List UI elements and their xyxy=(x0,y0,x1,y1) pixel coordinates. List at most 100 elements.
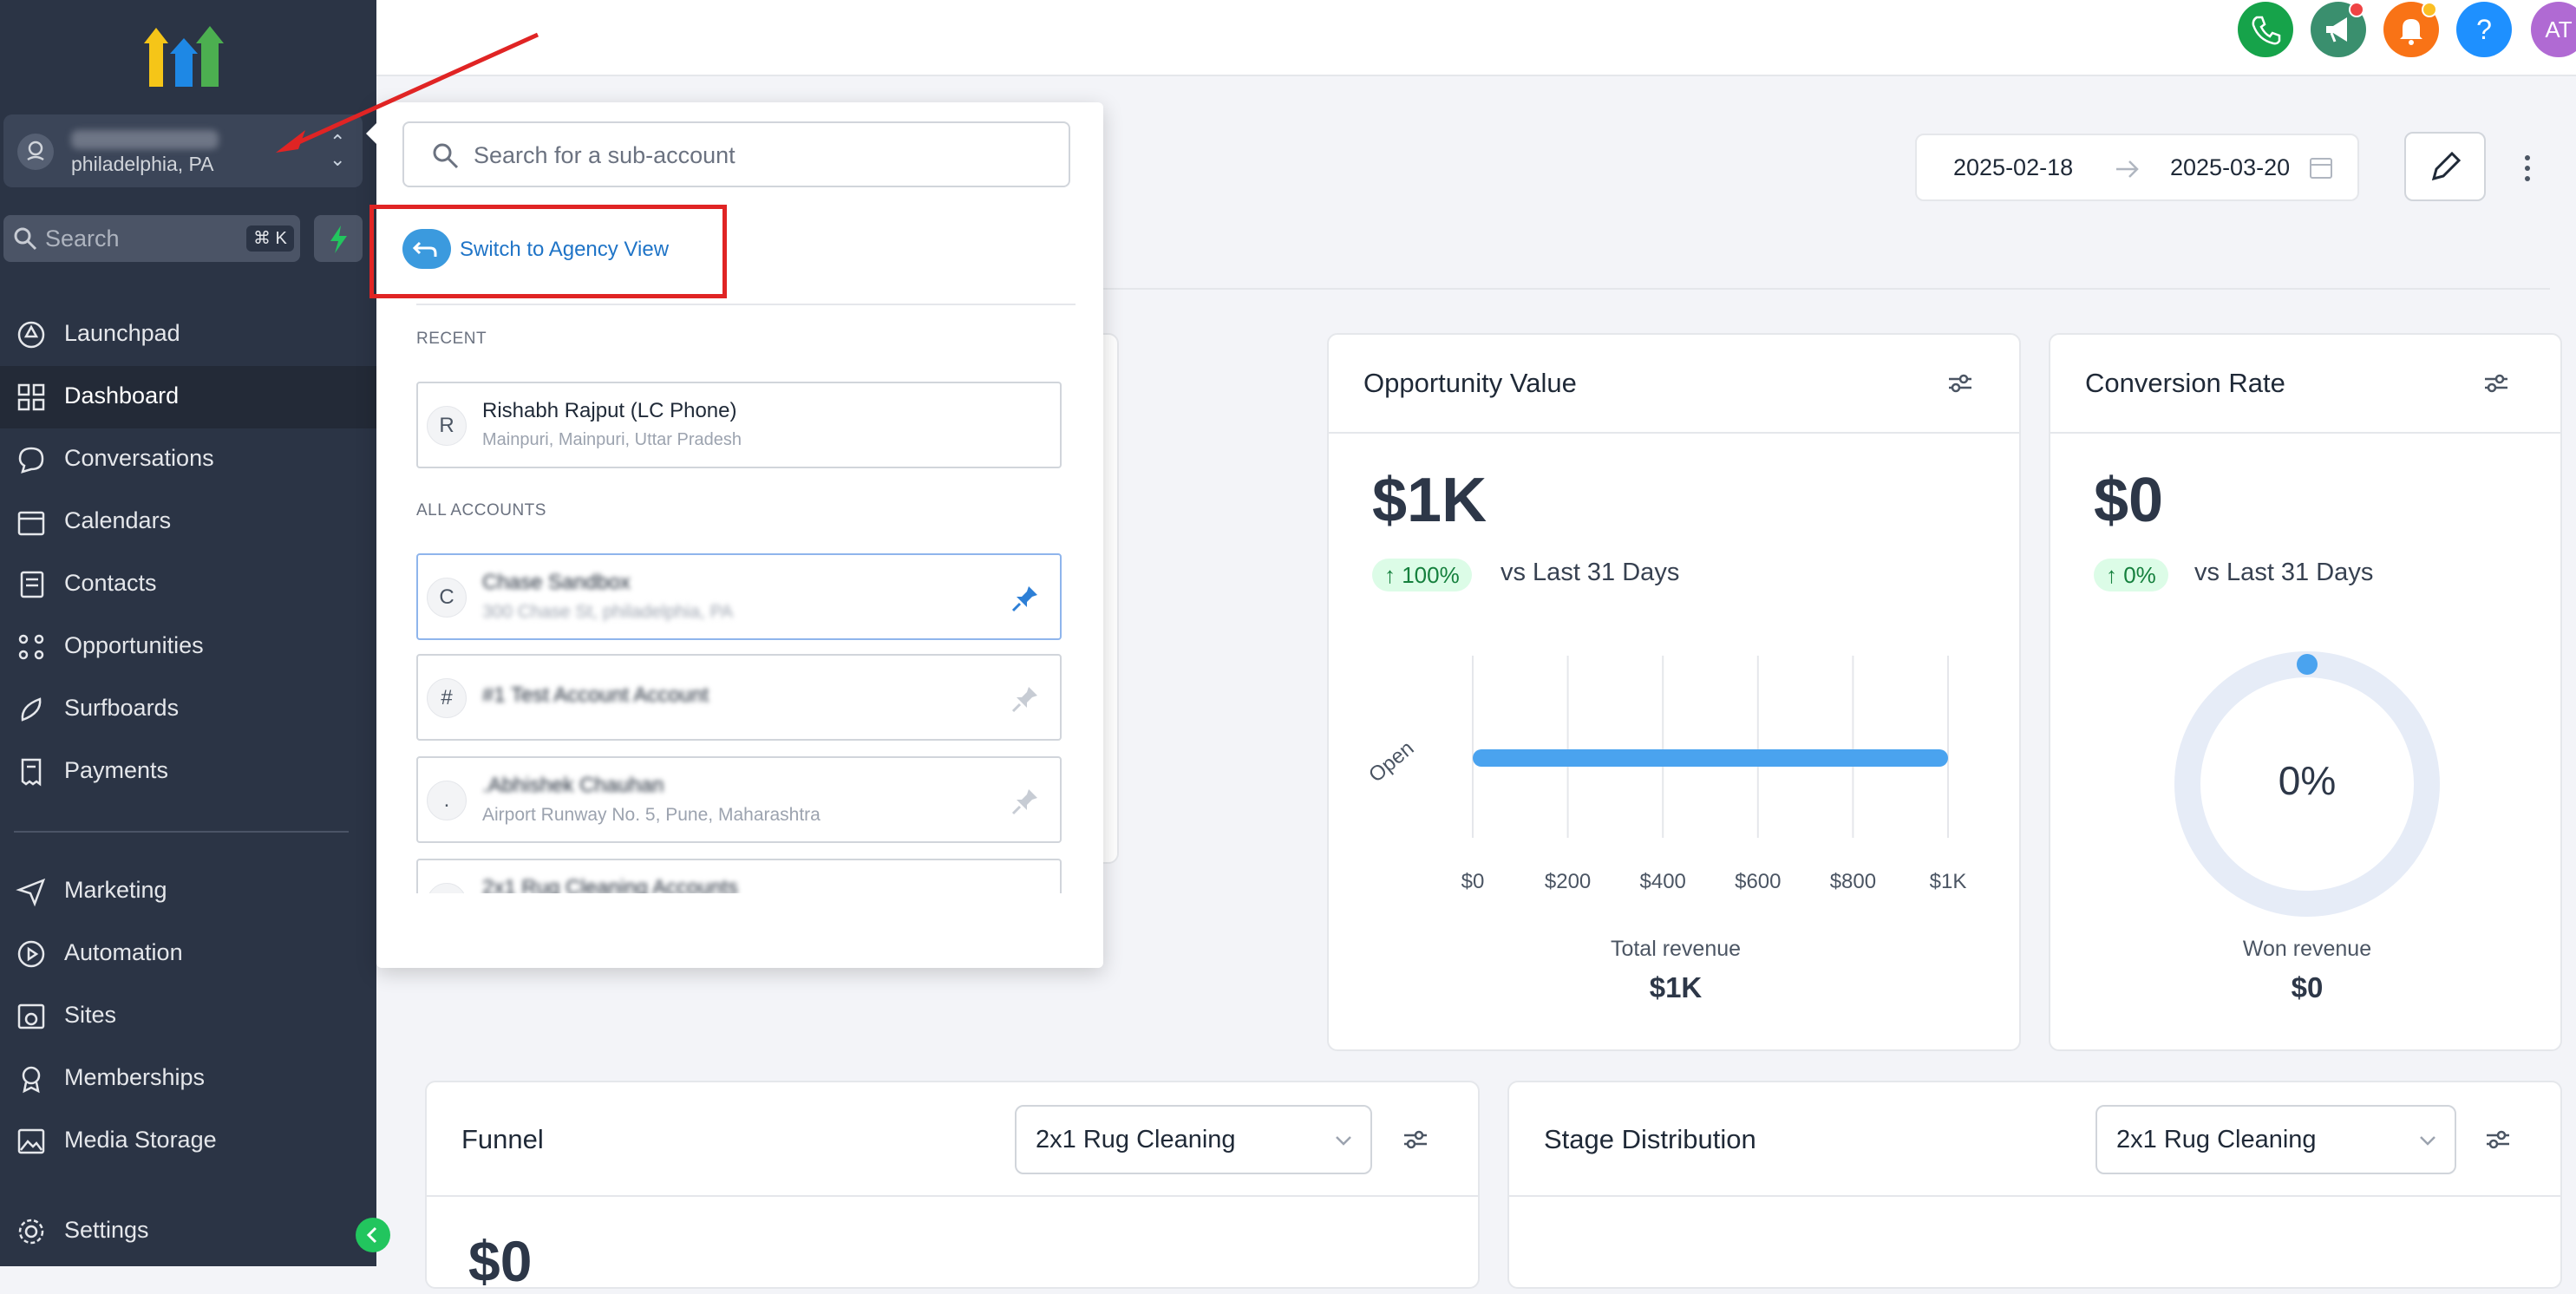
sidebar-item-calendars[interactable]: Calendars xyxy=(0,491,376,553)
sliders-icon[interactable] xyxy=(2482,369,2510,397)
sidebar-item-surfboards[interactable]: Surfboards xyxy=(0,678,376,741)
account-item[interactable]: # #1 Test Account Account xyxy=(416,654,1062,741)
sidebar-item-contacts[interactable]: Contacts xyxy=(0,553,376,616)
gauge-caption: Won revenue xyxy=(2242,937,2372,961)
y-category-label: Open xyxy=(1364,736,1418,787)
sidebar-item-dashboard[interactable]: Dashboard xyxy=(0,366,376,428)
nav-divider xyxy=(14,831,349,833)
change-badge: ↑ 100% xyxy=(1372,559,1472,591)
sidebar-item-automation[interactable]: Automation xyxy=(0,923,376,985)
account-location: philadelphia, PA xyxy=(71,153,214,175)
sidebar-item-launchpad[interactable]: Launchpad xyxy=(0,304,376,366)
sidebar-item-label: Sites xyxy=(64,1002,117,1028)
sidebar-item-payments[interactable]: Payments xyxy=(0,741,376,803)
date-end[interactable]: 2025-03-20 xyxy=(2170,154,2291,180)
chat-bubble-icon xyxy=(18,447,44,474)
unread-dot xyxy=(2349,2,2364,17)
sidebar-item-label: Marketing xyxy=(64,877,167,903)
send-icon xyxy=(16,878,46,907)
sub-account-popover: Search for a sub-account Switch to Agenc… xyxy=(366,102,1103,968)
sidebar-item-opportunities[interactable]: Opportunities xyxy=(0,616,376,678)
switch-agency-label: Switch to Agency View xyxy=(460,238,670,261)
account-item[interactable]: C Chase Sandbox 300 Chase St, philadelph… xyxy=(416,553,1062,640)
gauge-caption-value: $0 xyxy=(2291,971,2324,1003)
account-item[interactable]: . .Abhishek Chauhan Airport Runway No. 5… xyxy=(416,756,1062,843)
sidebar-item-marketing[interactable]: Marketing xyxy=(0,860,376,923)
x-tick-label: $400 xyxy=(1640,870,1686,893)
card-title: Opportunity Value xyxy=(1363,368,1577,398)
date-start[interactable]: 2025-02-18 xyxy=(1953,154,2074,180)
account-name: Chase Sandbox xyxy=(482,571,631,594)
stage-pipeline-select[interactable]: 2x1 Rug Cleaning xyxy=(2095,1105,2456,1174)
funnel-pipeline-select[interactable]: 2x1 Rug Cleaning xyxy=(1015,1105,1372,1174)
sidebar-item-sites[interactable]: Sites xyxy=(0,985,376,1048)
pin-icon[interactable] xyxy=(1008,581,1043,616)
notification-dot xyxy=(2422,2,2437,17)
search-icon xyxy=(14,227,37,251)
gear-icon xyxy=(18,1219,44,1245)
account-name: .Abhishek Chauhan xyxy=(482,774,664,797)
card-header-divider xyxy=(427,1195,1478,1197)
header-divider xyxy=(1102,288,2550,290)
arrow-right-icon xyxy=(2116,160,2139,178)
sidebar-item-settings[interactable]: Settings xyxy=(0,1200,376,1263)
recent-account-item[interactable]: R Rishabh Rajput (LC Phone) Mainpuri, Ma… xyxy=(416,382,1062,468)
sidebar-item-media-storage[interactable]: Media Storage xyxy=(0,1110,376,1173)
sub-account-search-placeholder: Search for a sub-account xyxy=(474,142,736,168)
account-address: Mainpuri, Mainpuri, Uttar Pradesh xyxy=(482,430,742,449)
sliders-icon[interactable] xyxy=(1946,369,1974,397)
bar-open xyxy=(1473,749,1948,767)
sidebar-item-label: Launchpad xyxy=(64,320,180,346)
collapse-sidebar-button[interactable] xyxy=(356,1218,390,1252)
chart-caption-value: $1K xyxy=(1649,971,1703,1003)
help-button[interactable]: ? xyxy=(2456,2,2512,57)
pin-icon[interactable] xyxy=(1008,682,1043,716)
play-circle-icon xyxy=(17,940,45,968)
sliders-icon[interactable] xyxy=(1402,1126,1429,1153)
sub-account-search-input[interactable]: Search for a sub-account xyxy=(402,121,1070,187)
pin-icon[interactable] xyxy=(1008,784,1043,819)
search-shortcut-badge: ⌘ K xyxy=(246,225,294,252)
sidebar-search-placeholder: Search xyxy=(45,225,120,252)
sidebar-item-label: Dashboard xyxy=(64,382,180,408)
account-initial: R xyxy=(427,406,467,446)
sidebar-item-label: Opportunities xyxy=(64,632,204,658)
chart-caption: Total revenue xyxy=(1610,937,1742,961)
brand-logo[interactable] xyxy=(144,17,224,88)
sidebar-search[interactable]: Search ⌘ K xyxy=(3,215,300,262)
sidebar-item-label: Surfboards xyxy=(64,695,180,721)
account-initial: 2 xyxy=(427,883,467,893)
edit-dashboard-button[interactable] xyxy=(2404,132,2486,201)
recent-section-label: RECENT xyxy=(416,330,487,348)
sidebar-item-label: Conversations xyxy=(64,445,214,471)
card-title: Stage Distribution xyxy=(1544,1124,1756,1154)
conversion-gauge: 0% xyxy=(2174,651,2440,917)
phone-icon xyxy=(2252,16,2281,45)
phone-button[interactable] xyxy=(2238,2,2293,57)
pipeline-select-value: 2x1 Rug Cleaning xyxy=(2116,1126,2317,1153)
announcements-button[interactable] xyxy=(2311,2,2366,57)
x-tick-label: $800 xyxy=(1830,870,1876,893)
date-range-picker[interactable]: 2025-02-18 2025-03-20 xyxy=(1915,134,2359,201)
funnel-card: Funnel 2x1 Rug Cleaning $0 xyxy=(425,1081,1480,1293)
sidebar-item-conversations[interactable]: Conversations xyxy=(0,428,376,491)
account-address: 300 Chase St, philadelphia, PA xyxy=(482,602,734,622)
sidebar-item-label: Settings xyxy=(64,1217,149,1243)
user-avatar[interactable]: AT xyxy=(2531,2,2576,57)
chevron-left-icon xyxy=(366,1226,377,1244)
account-switcher[interactable]: philadelphia, PA ⌃ ⌄ xyxy=(3,114,363,187)
receipt-icon xyxy=(21,758,42,787)
grid-icon xyxy=(17,383,45,411)
notifications-button[interactable] xyxy=(2383,2,2439,57)
sidebar-item-label: Memberships xyxy=(64,1064,206,1090)
pipeline-icon xyxy=(18,634,44,660)
account-item[interactable]: 2 2x1 Rug Cleaning Accounts xyxy=(416,859,1062,893)
more-options-icon[interactable] xyxy=(2519,153,2536,184)
sidebar-item-memberships[interactable]: Memberships xyxy=(0,1048,376,1110)
quick-action-button[interactable] xyxy=(314,215,363,262)
calendar-icon xyxy=(2310,158,2332,179)
sidebar-item-label: Media Storage xyxy=(64,1127,217,1153)
sliders-icon[interactable] xyxy=(2484,1126,2512,1153)
account-initial: . xyxy=(427,781,467,820)
opportunity-value-card: Opportunity Value $1K ↑ 100% vs Last 31 … xyxy=(1327,333,2021,1051)
